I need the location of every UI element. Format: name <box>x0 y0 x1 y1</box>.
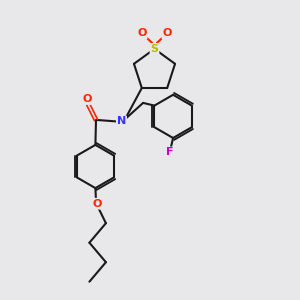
Text: O: O <box>137 28 147 38</box>
Text: O: O <box>82 94 92 104</box>
Text: N: N <box>117 116 126 127</box>
Text: O: O <box>92 199 102 209</box>
Text: F: F <box>166 147 173 158</box>
Text: S: S <box>151 44 158 54</box>
Text: O: O <box>162 28 172 38</box>
